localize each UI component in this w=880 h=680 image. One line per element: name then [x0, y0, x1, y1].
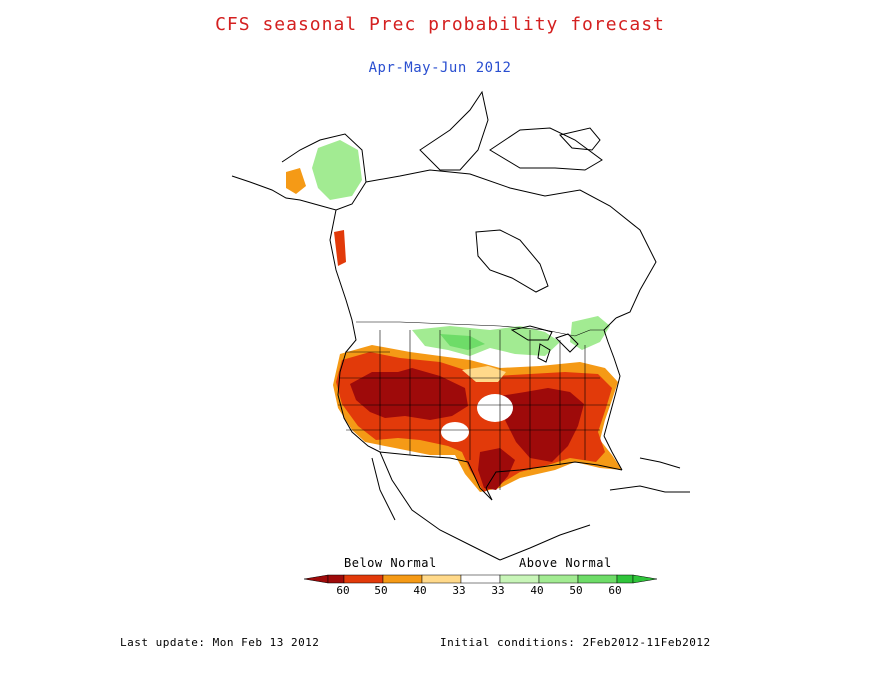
legend-swatch-below-33 [421, 574, 462, 584]
legend-tick-above-50: 50 [569, 584, 583, 597]
above-40-region-northern-plains [412, 326, 560, 356]
legend-swatch-above-33 [499, 574, 540, 584]
legend-tick-below-50: 50 [374, 584, 388, 597]
map-subtitle: Apr-May-Jun 2012 [368, 60, 512, 76]
legend-tick-above-33: 33 [491, 584, 505, 597]
legend-above-label: Above Normal [519, 556, 612, 570]
legend-tick-below-40: 40 [413, 584, 427, 597]
map-title: CFS seasonal Prec probability forecast [215, 14, 665, 35]
initial-conditions-text: Initial conditions: 2Feb2012-11Feb2012 [440, 636, 711, 649]
legend-tick-above-60: 60 [608, 584, 622, 597]
above-50-region-northern-plains [440, 334, 485, 350]
legend-below-label: Below Normal [344, 556, 437, 570]
normal-area-central [441, 422, 469, 442]
above-40-region-alaska [312, 140, 362, 200]
legend-swatch-above-50 [577, 574, 618, 584]
legend-colorbar [303, 574, 658, 584]
normal-area-plains [477, 394, 513, 422]
legend-arrow-right [632, 574, 658, 584]
legend-swatch-normal [460, 574, 501, 584]
legend-swatch-above-40 [538, 574, 579, 584]
legend-swatch-below-40 [382, 574, 423, 584]
below-60-region-west [350, 368, 468, 420]
below-normal-shading [333, 345, 622, 492]
legend-tick-above-40: 40 [530, 584, 544, 597]
legend-tick-below-33: 33 [452, 584, 466, 597]
below-60-region-texas [478, 448, 515, 490]
legend-swatch-below-60 [327, 574, 345, 584]
above-40-region-northeast [570, 316, 610, 350]
last-update-text: Last update: Mon Feb 13 2012 [120, 636, 320, 649]
legend-tick-below-60: 60 [336, 584, 350, 597]
coastlines [231, 90, 690, 561]
legend-swatch-below-50 [343, 574, 384, 584]
borders [338, 321, 610, 490]
below-40-region-alaska [286, 168, 306, 194]
legend-arrow-left [303, 574, 329, 584]
above-normal-shading [286, 140, 610, 356]
legend-swatch-above-60 [616, 574, 634, 584]
great-lakes [510, 325, 579, 363]
below-60-region-southeast [500, 388, 584, 462]
below-50-region-alaska-coast [334, 230, 346, 266]
